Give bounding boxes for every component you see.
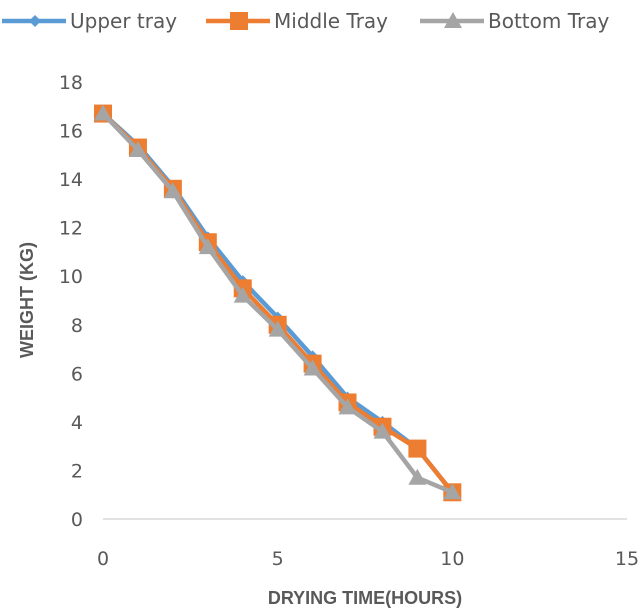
y-axis-ticks: 0 2 4 6 8 10 12 14 16 18 [59,72,83,531]
series-bottom-tray [94,104,462,500]
x-tick-label: 0 [97,548,109,570]
x-axis-ticks: 0 5 10 15 [97,548,639,570]
y-tick-label: 2 [71,460,83,482]
y-tick-label: 16 [59,121,83,143]
legend-marker [230,12,248,30]
y-tick-label: 12 [59,218,83,240]
legend-item: Upper tray [2,9,177,33]
y-tick-label: 0 [71,509,83,531]
y-tick-label: 8 [71,315,83,337]
legend: Upper tray Middle Tray Bottom Tray [2,9,609,33]
legend-label: Bottom Tray [488,9,609,33]
x-axis-title: DRYING TIME(HOURS) [268,588,462,608]
data-point-marker [198,238,217,255]
legend-marker [29,15,41,27]
x-tick-label: 15 [615,548,639,570]
data-point-marker [163,182,182,199]
legend-item: Middle Tray [206,9,388,33]
y-tick-label: 6 [71,363,83,385]
legend-label: Middle Tray [274,9,388,33]
data-point-marker [128,140,147,157]
data-point-marker [268,320,287,337]
data-point-marker [338,398,357,415]
x-tick-label: 5 [272,548,284,570]
data-point-marker [303,359,322,376]
y-axis-title: WEIGHT (KG) [17,242,37,358]
y-tick-label: 4 [71,412,83,434]
y-tick-label: 14 [59,169,83,191]
legend-label: Upper tray [70,9,177,33]
data-point-marker [408,439,427,458]
data-point-marker [94,104,112,121]
legend-marker [444,12,462,28]
data-point-marker [373,422,392,439]
series-layer [94,104,462,502]
data-point-marker [233,286,252,303]
y-tick-label: 10 [59,266,83,288]
data-point-marker [408,468,427,485]
x-tick-label: 10 [440,548,464,570]
legend-item: Bottom Tray [420,9,609,33]
data-point-marker [443,483,462,500]
y-tick-label: 18 [59,72,83,94]
